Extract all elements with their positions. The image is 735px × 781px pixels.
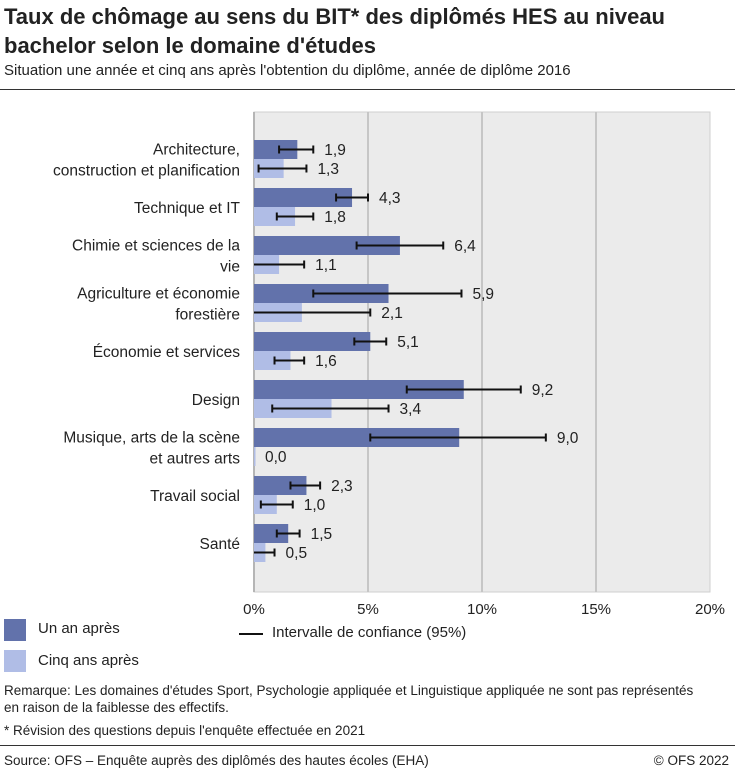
data-label: 1,3 (317, 161, 339, 178)
data-label: 9,2 (532, 382, 554, 399)
data-label: 5,1 (397, 334, 419, 351)
legend-swatch-one-year (4, 619, 26, 641)
category-label: forestière (175, 307, 240, 324)
data-label: 1,6 (315, 353, 337, 370)
bar-one-year (254, 476, 307, 495)
category-label: Design (192, 392, 240, 409)
data-label: 1,5 (311, 526, 333, 543)
bar-one-year (254, 380, 464, 399)
data-label: 6,4 (454, 238, 476, 255)
category-label: Économie et services (93, 344, 241, 361)
data-label: 0,0 (265, 449, 287, 466)
data-label: 2,1 (381, 305, 403, 322)
bar-one-year (254, 428, 460, 447)
bar-one-year (254, 524, 289, 543)
chart-title: Taux de chômage au sens du BIT* des dipl… (4, 4, 665, 58)
legend-label-ci: Intervalle de confiance (95%) (272, 624, 467, 641)
bar-chart: 0% 5% 10% 15% 20% Architecture, construction e… (53, 111, 725, 618)
bar-one-year (254, 332, 371, 351)
divider (0, 89, 735, 90)
data-label: 9,0 (557, 430, 579, 447)
source: Source: OFS – Enquête auprès des diplômé… (4, 753, 429, 768)
bar-five-years (254, 351, 291, 370)
data-label: 0,5 (286, 545, 308, 562)
bar-five-years (254, 207, 296, 226)
category-label: Chimie et sciences de la (72, 238, 240, 255)
data-label: 2,3 (331, 478, 353, 495)
category-label: Travail social (150, 488, 240, 505)
category-label: vie (220, 259, 240, 276)
remark: Remarque: Les domaines d'études Sport, P… (4, 683, 694, 715)
confidence-interval-legend-icon (239, 633, 263, 635)
copyright: © OFS 2022 (653, 753, 729, 768)
data-label: 1,8 (324, 209, 346, 226)
data-label: 4,3 (379, 190, 401, 207)
category-label: construction et planification (53, 163, 240, 180)
divider (0, 745, 735, 746)
x-tick-label: 15% (581, 601, 611, 618)
category-label: Musique, arts de la scène (63, 430, 240, 447)
legend-label-five-years: Cinq ans après (38, 652, 139, 669)
x-tick-label: 5% (357, 601, 379, 618)
footnote: * Révision des questions depuis l'enquêt… (4, 723, 366, 738)
bar-five-years (254, 447, 256, 466)
category-label: Santé (199, 536, 240, 553)
chart-subtitle: Situation une année et cinq ans après l'… (4, 62, 571, 79)
category-label: Technique et IT (134, 200, 241, 217)
x-tick-label: 0% (243, 601, 265, 618)
category-label: et autres arts (150, 451, 241, 468)
data-label: 1,9 (324, 142, 346, 159)
x-tick-label: 20% (695, 601, 725, 618)
bar-one-year (254, 236, 400, 255)
bar-one-year (254, 188, 353, 207)
legend-label-one-year: Un an après (38, 620, 120, 637)
data-label: 5,9 (472, 286, 494, 303)
data-label: 1,1 (315, 257, 337, 274)
legend-swatch-five-years (4, 650, 26, 672)
x-tick-label: 10% (467, 601, 497, 618)
category-label: Agriculture et économie (77, 286, 240, 303)
bar-one-year (254, 140, 298, 159)
data-label: 3,4 (400, 401, 422, 418)
category-label: Architecture, (153, 142, 240, 159)
data-label: 1,0 (304, 497, 326, 514)
